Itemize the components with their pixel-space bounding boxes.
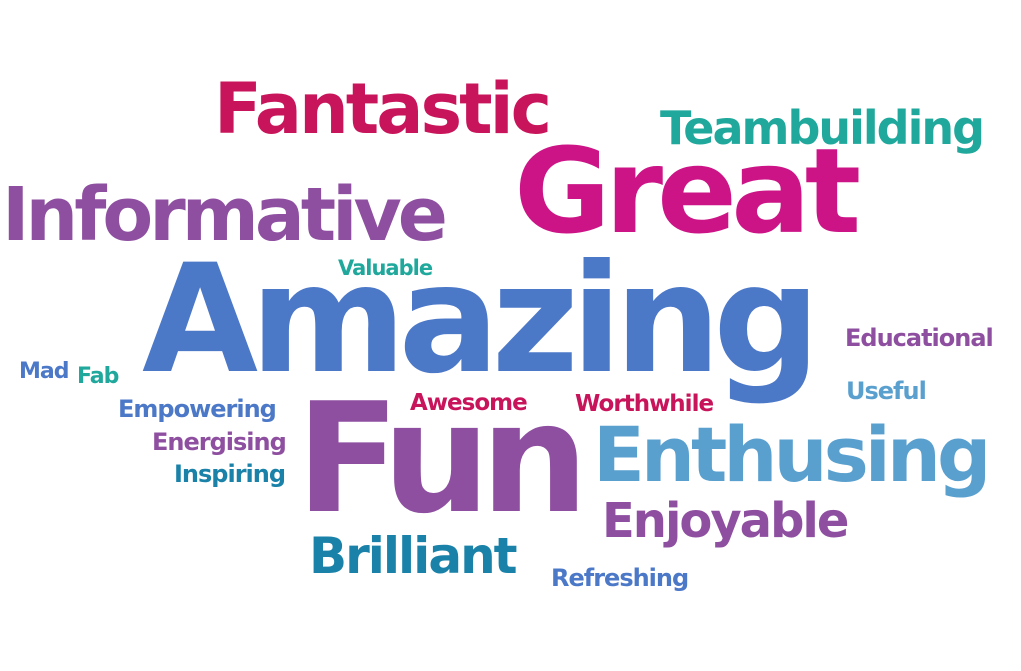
word-educational: Educational [845,324,994,352]
word-fantastic: Fantastic [214,68,552,150]
word-great: Great [514,122,861,260]
word-informative: Informative [2,172,448,258]
word-fab: Fab [77,364,119,389]
word-refreshing: Refreshing [551,564,689,592]
word-valuable: Valuable [338,256,433,280]
word-energising: Energising [152,428,287,456]
word-inspiring: Inspiring [174,460,286,488]
word-mad: Mad [19,359,69,384]
word-worthwhile: Worthwhile [575,391,714,417]
word-amazing: Amazing [142,233,820,407]
word-teambuilding: Teambuilding [660,101,985,155]
word-brilliant: Brilliant [309,527,518,585]
word-enthusing: Enthusing [593,410,991,499]
word-empowering: Empowering [118,395,277,423]
word-useful: Useful [846,377,927,405]
word-enjoyable: Enjoyable [602,493,849,549]
word-awesome: Awesome [410,390,528,416]
word-fun: Fun [296,370,589,547]
